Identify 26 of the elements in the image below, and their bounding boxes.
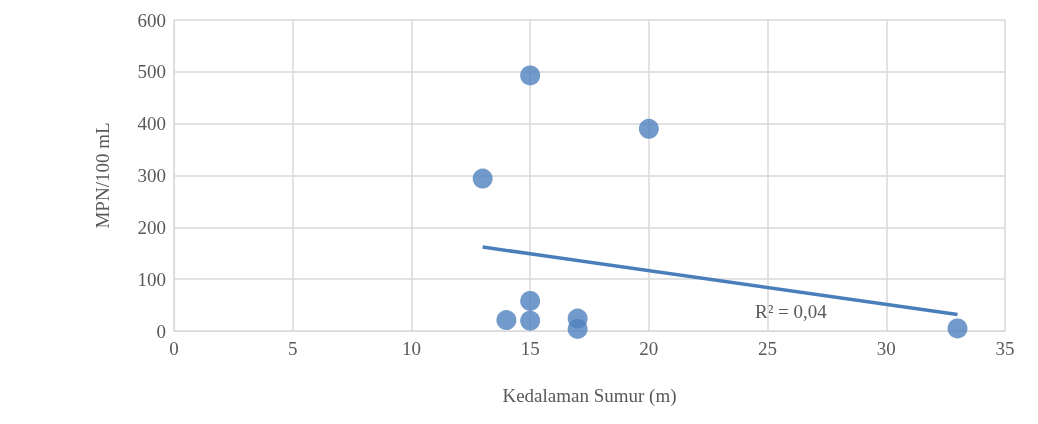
y-tick-label: 0 [156,320,166,342]
point [567,318,588,339]
point [520,310,541,331]
y-tick-label: 200 [137,216,166,238]
x-tick-label: 15 [520,338,540,359]
x-tick-label: 25 [758,338,778,359]
point [520,65,541,86]
x-tick-label: 10 [401,338,421,359]
point [472,168,493,189]
annotation: R² = 0,04 [755,301,828,322]
point [520,290,541,311]
point [638,118,659,139]
x-tick-label: 0 [169,338,179,359]
y-tick-label: 600 [137,9,166,31]
x-tick-label: 20 [639,338,659,359]
y-tick-label: 500 [137,61,166,83]
point [947,318,968,339]
y-axis-title: MPN/100 mL [92,122,113,229]
x-tick-label: 5 [287,338,298,359]
x-tick-label: 35 [995,338,1015,359]
x-axis-title: Kedalaman Sumur (m) [502,385,677,407]
x-tick-label: 30 [876,338,896,359]
y-tick-label: 400 [137,113,166,135]
y-tick-label: 100 [137,268,166,290]
y-tick-label: 300 [137,165,166,186]
point [496,310,517,331]
